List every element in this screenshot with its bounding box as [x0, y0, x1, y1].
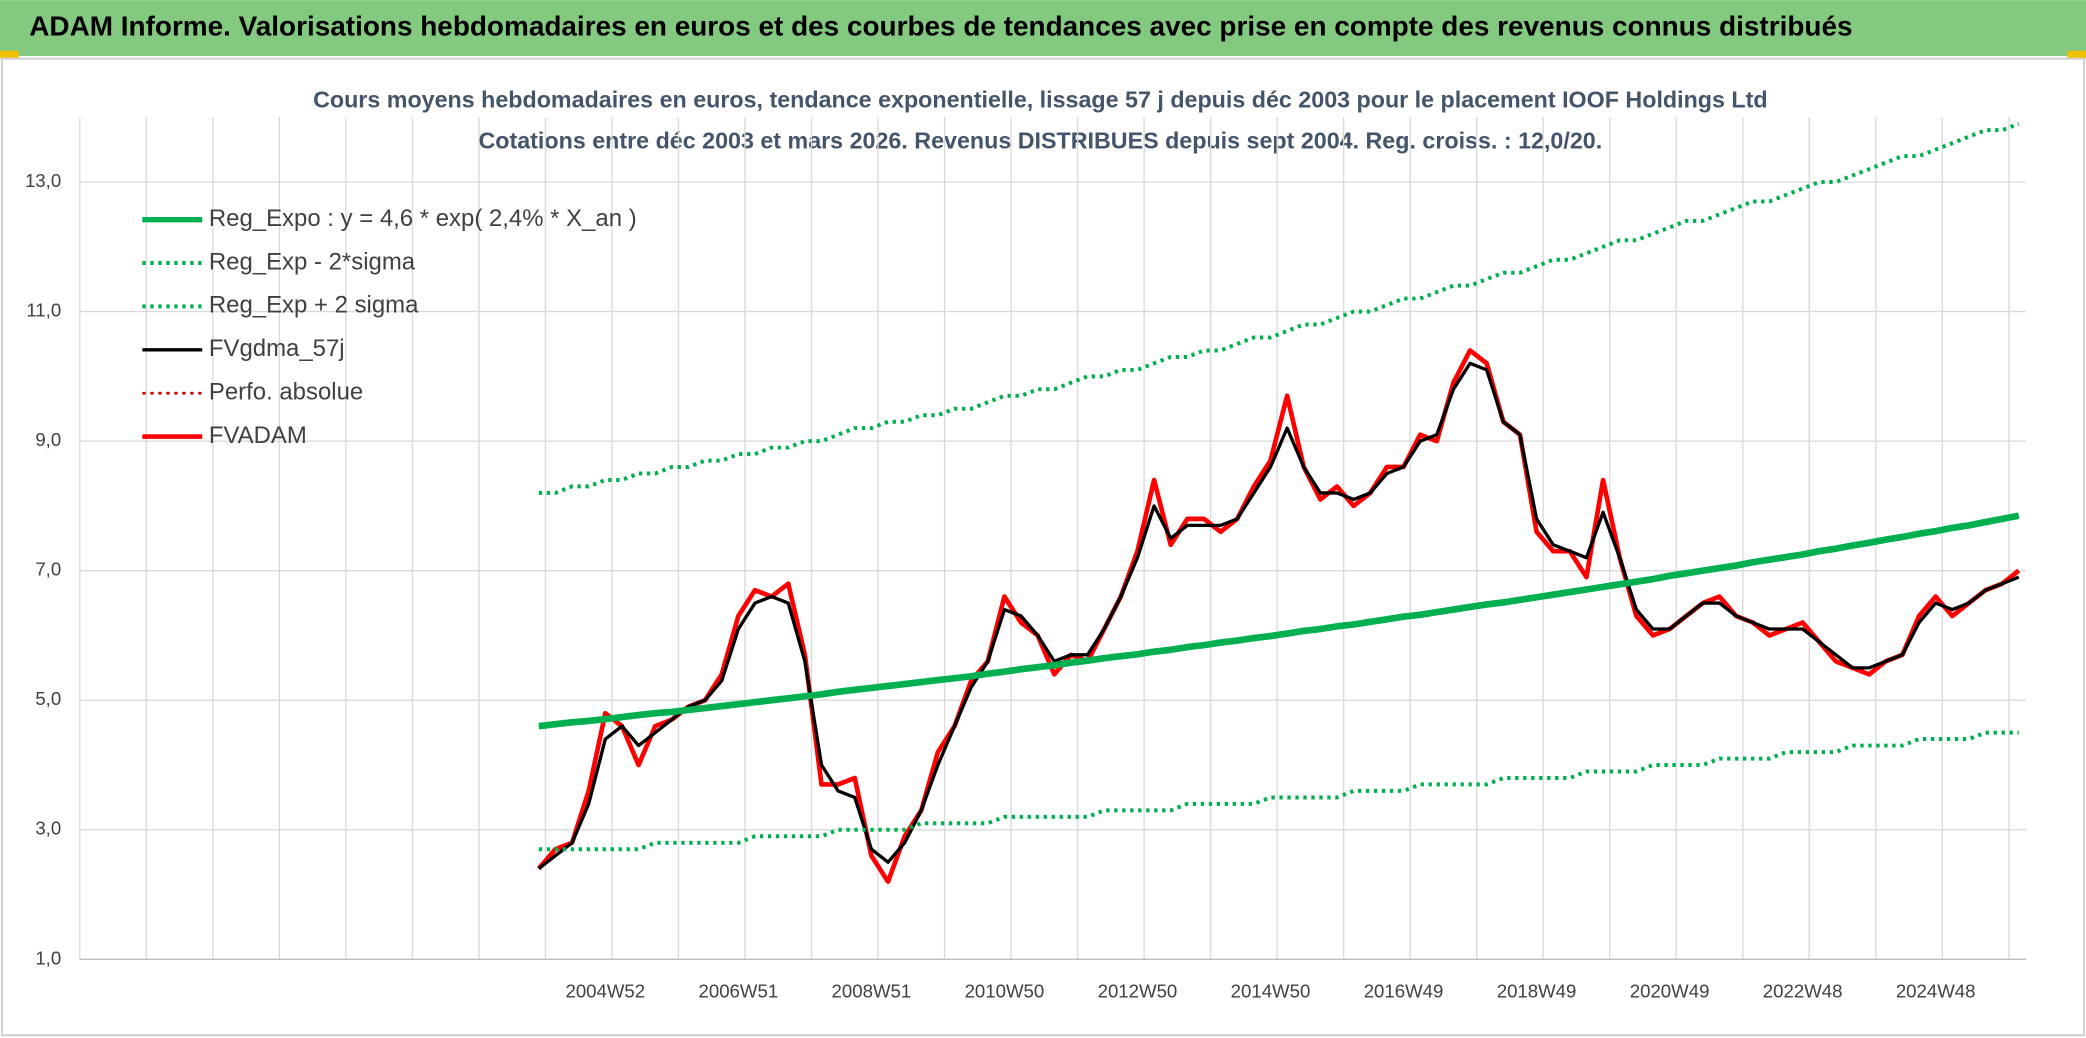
- x-tick-label: 2006W51: [699, 981, 779, 1002]
- x-tick-label: 2012W50: [1098, 981, 1178, 1002]
- y-tick-label: 3,0: [35, 818, 61, 839]
- header-bar: [0, 0, 2086, 57]
- corner: [0, 50, 19, 59]
- x-tick-label: 2020W49: [1630, 981, 1710, 1002]
- series-line: [537, 361, 2020, 870]
- legend-label: Reg_Exp + 2 sigma: [209, 292, 419, 319]
- x-tick-label: 2010W50: [965, 981, 1045, 1002]
- series-line: [537, 348, 2021, 884]
- y-tick-label: 13,0: [25, 170, 61, 191]
- x-tick-label: 2018W49: [1497, 981, 1577, 1002]
- x-tick-label: 2004W52: [565, 981, 645, 1002]
- legend-label: Reg_Exp - 2*sigma: [209, 248, 416, 275]
- axes: 1,0 3,0 5,0 7,0 9,0 11,0 13,0 2004W52 2006W51 200…: [25, 170, 2027, 1002]
- y-tick-label: 11,0: [26, 299, 61, 320]
- series-line: [538, 121, 2020, 495]
- chart-frame: [0, 57, 2086, 1037]
- x-tick-label: 2024W48: [1896, 981, 1976, 1002]
- legend: Reg_Expo : y = 4,6 * exp( 2,4% * X_an ) R…: [142, 205, 637, 449]
- chart-subtitle: Cotations entre déc 2003 et mars 2026. R…: [478, 128, 1602, 154]
- x-tick-label: 2008W51: [832, 981, 912, 1002]
- corner: [2067, 50, 2086, 59]
- y-tick-label: 9,0: [35, 429, 61, 450]
- legend-label: Reg_Expo : y = 4,6 * exp( 2,4% * X_an ): [209, 205, 637, 232]
- legend-label: FVADAM: [209, 422, 307, 449]
- series-line: [538, 512, 2020, 730]
- header-title: ADAM Informe. Valorisations hebdomadaire…: [29, 10, 1852, 41]
- legend-label: Perfo. absolue: [209, 378, 363, 405]
- x-tick-label: 2014W50: [1231, 981, 1311, 1002]
- x-tick-label: 2022W48: [1763, 981, 1843, 1002]
- x-tick-label: 2016W49: [1364, 981, 1444, 1002]
- series-line: [538, 730, 2019, 852]
- y-tick-label: 7,0: [35, 559, 61, 580]
- y-tick-label: 5,0: [35, 688, 61, 709]
- plot: [537, 121, 2021, 884]
- legend-label: FVgdma_57j: [209, 335, 345, 362]
- grid: [79, 117, 2027, 961]
- y-tick-label: 1,0: [35, 947, 61, 968]
- chart-title: Cours moyens hebdomadaires en euros, ten…: [313, 86, 1768, 112]
